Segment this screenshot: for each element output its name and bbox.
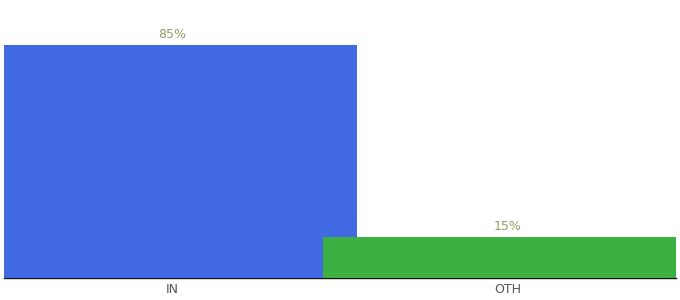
Bar bbox=[0, 45, 357, 278]
Text: 85%: 85% bbox=[158, 28, 186, 41]
Text: 15%: 15% bbox=[494, 220, 522, 233]
Bar bbox=[323, 237, 680, 278]
